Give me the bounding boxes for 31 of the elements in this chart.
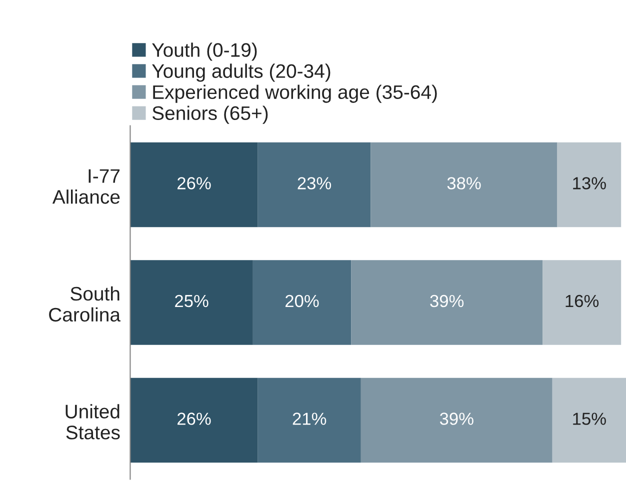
data-label: 20% [286, 294, 319, 308]
bar [130, 378, 258, 463]
legend-label: Seniors (65+) [152, 106, 268, 124]
bar [351, 260, 543, 345]
data-label: 16% [566, 294, 599, 308]
data-label: 39% [430, 294, 464, 308]
legend-label: Experienced working age (35-64) [153, 84, 437, 103]
data-label: 25% [175, 294, 208, 308]
bar [130, 260, 253, 345]
data-label: 23% [298, 177, 332, 190]
y-tick-label: United States [66, 404, 120, 440]
data-label: 26% [178, 412, 211, 425]
bar [370, 142, 558, 228]
y-tick-label: I-77 Alliance [52, 169, 120, 204]
bar [258, 378, 361, 463]
bar [542, 260, 622, 345]
bar [130, 142, 258, 228]
data-label: 15% [573, 412, 606, 425]
data-label: 13% [573, 177, 606, 190]
bar [557, 142, 622, 228]
bar [552, 378, 626, 463]
bar [258, 142, 371, 228]
legend-label: Young adults (20-34) [152, 64, 330, 82]
legend-label: Youth (0-19) [152, 42, 257, 61]
data-label: 26% [178, 177, 211, 190]
data-label: 39% [440, 412, 474, 425]
bar [360, 378, 552, 463]
bar [252, 260, 352, 345]
y-tick-label: South Carolina [49, 286, 120, 322]
data-label: 21% [292, 412, 326, 425]
data-label: 38% [447, 177, 481, 190]
